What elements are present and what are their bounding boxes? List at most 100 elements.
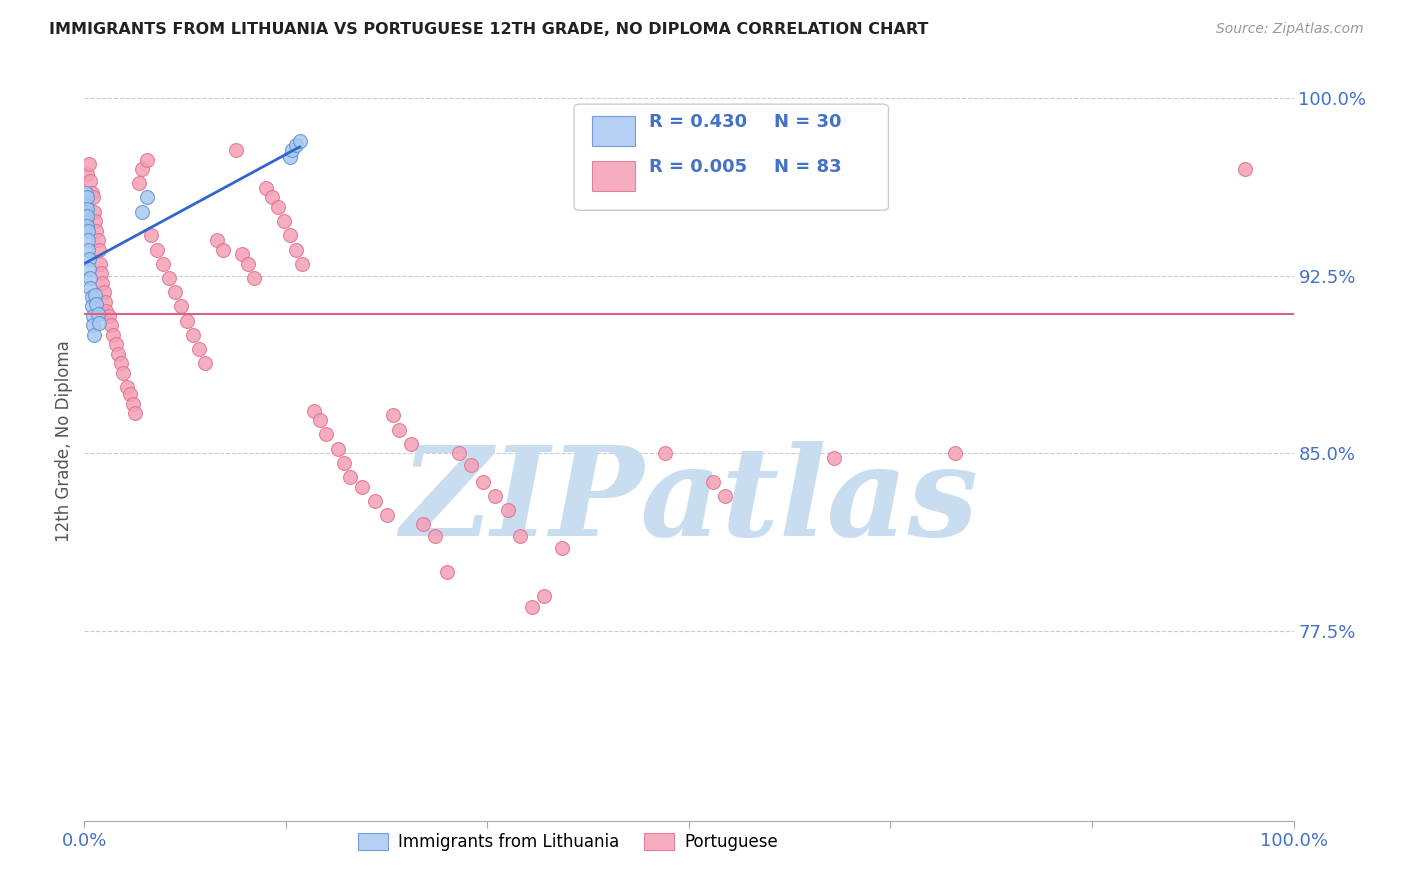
Point <box>82 318 104 333</box>
Point <box>84 287 107 301</box>
Point <box>291 257 314 271</box>
Point <box>75 204 97 219</box>
Point <box>399 437 422 451</box>
Point <box>107 347 129 361</box>
Point <box>472 475 495 489</box>
Point <box>82 190 104 204</box>
Point <box>83 327 105 342</box>
Point <box>76 210 98 224</box>
Point <box>79 174 101 188</box>
Point <box>89 257 111 271</box>
Point <box>94 294 117 309</box>
Text: R = 0.005: R = 0.005 <box>650 159 747 177</box>
Point <box>87 316 110 330</box>
Point <box>76 167 98 181</box>
Point <box>82 309 104 323</box>
Point <box>520 600 543 615</box>
Point <box>281 143 304 157</box>
Y-axis label: 12th Grade, No Diploma: 12th Grade, No Diploma <box>55 341 73 542</box>
Point <box>412 517 434 532</box>
Point <box>273 214 295 228</box>
FancyBboxPatch shape <box>574 104 889 211</box>
Text: R = 0.430: R = 0.430 <box>650 113 747 131</box>
Point <box>194 356 217 370</box>
Point <box>181 327 204 342</box>
Point <box>714 489 737 503</box>
Point <box>76 219 98 233</box>
Point <box>103 327 125 342</box>
Point <box>152 257 174 271</box>
Point <box>94 304 117 318</box>
Point <box>236 257 259 271</box>
Point <box>97 309 120 323</box>
Point <box>76 190 98 204</box>
Point <box>170 300 193 314</box>
Point <box>231 247 253 261</box>
Point <box>77 233 100 247</box>
Point <box>86 233 108 247</box>
Point <box>484 489 506 503</box>
Point <box>333 456 356 470</box>
Point <box>79 271 101 285</box>
Point <box>284 243 308 257</box>
Point <box>83 204 105 219</box>
Text: ZIPatlas: ZIPatlas <box>399 442 979 563</box>
Point <box>93 285 115 300</box>
Point <box>79 280 101 294</box>
Point <box>423 529 446 543</box>
Point <box>90 266 112 280</box>
Point <box>176 314 198 328</box>
Point <box>75 197 97 211</box>
Point <box>315 427 337 442</box>
Point <box>363 493 385 508</box>
Point <box>136 190 159 204</box>
Point <box>87 243 110 257</box>
Point <box>702 475 724 489</box>
Point <box>76 202 98 217</box>
Point <box>352 479 374 493</box>
Point <box>110 356 132 370</box>
Point <box>157 271 180 285</box>
Point <box>120 387 142 401</box>
Point <box>80 300 103 314</box>
Point <box>115 380 138 394</box>
Text: IMMIGRANTS FROM LITHUANIA VS PORTUGUESE 12TH GRADE, NO DIPLOMA CORRELATION CHART: IMMIGRANTS FROM LITHUANIA VS PORTUGUESE … <box>49 22 928 37</box>
Legend: Immigrants from Lithuania, Portuguese: Immigrants from Lithuania, Portuguese <box>352 826 785 858</box>
Point <box>381 409 404 423</box>
Point <box>823 451 845 466</box>
Point <box>278 228 301 243</box>
Point <box>1234 162 1257 177</box>
Point <box>284 138 308 153</box>
Point <box>146 243 169 257</box>
Point <box>91 276 114 290</box>
Point <box>131 162 153 177</box>
Point <box>339 470 361 484</box>
Point <box>309 413 332 427</box>
Point <box>260 190 283 204</box>
Point <box>77 252 100 266</box>
Point <box>131 204 153 219</box>
Point <box>288 134 311 148</box>
Point <box>388 423 411 437</box>
Point <box>80 186 103 200</box>
Point <box>86 224 108 238</box>
Point <box>267 200 290 214</box>
Point <box>77 243 100 257</box>
Point <box>375 508 398 522</box>
Point <box>207 233 229 247</box>
Point <box>112 366 135 380</box>
Point <box>86 307 108 321</box>
Point <box>654 446 676 460</box>
Point <box>449 446 471 460</box>
Point <box>328 442 350 456</box>
FancyBboxPatch shape <box>592 161 634 191</box>
Point <box>136 153 159 167</box>
Point <box>77 261 100 276</box>
Point <box>533 589 555 603</box>
Point <box>551 541 574 556</box>
Point <box>943 446 966 460</box>
Point <box>242 271 264 285</box>
Point <box>77 224 100 238</box>
Point <box>121 396 143 410</box>
Point <box>225 143 247 157</box>
